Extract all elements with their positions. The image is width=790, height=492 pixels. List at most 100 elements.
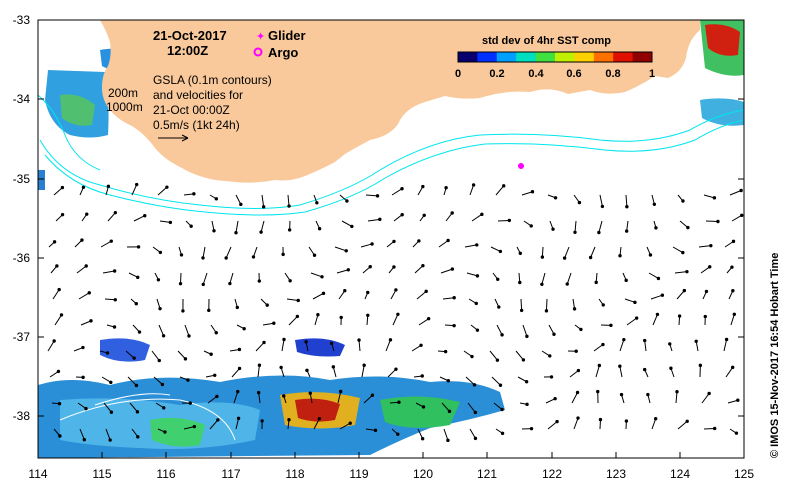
- velocity-arrow-head: [553, 396, 557, 401]
- velocity-arrow-head: [471, 183, 476, 187]
- velocity-arrow: [515, 350, 524, 361]
- velocity-arrow-head: [739, 188, 743, 193]
- velocity-arrow-head: [598, 417, 603, 422]
- velocity-arrow-head: [57, 402, 62, 406]
- velocity-arrow: [257, 365, 260, 378]
- velocity-arrow: [202, 272, 208, 285]
- colorbar-segment: [574, 52, 595, 62]
- velocity-arrow-head: [549, 375, 554, 379]
- colorbar-ticks: 0 0.2 0.4 0.6 0.8 1: [455, 68, 655, 80]
- velocity-arrow-head: [507, 218, 512, 223]
- velocity-arrow-head: [622, 337, 626, 342]
- velocity-arrow-head: [57, 287, 61, 292]
- velocity-arrow: [414, 265, 424, 274]
- velocity-arrow-head: [52, 339, 56, 343]
- colorbar-tick: 0.4: [528, 68, 544, 80]
- velocity-arrow-head: [450, 267, 455, 271]
- velocity-arrow-head: [136, 435, 140, 439]
- velocity-arrow: [385, 339, 391, 352]
- velocity-arrow-head: [85, 212, 89, 216]
- x-tick: 121: [477, 467, 497, 481]
- velocity-arrow: [258, 392, 261, 404]
- velocity-arrow-head: [316, 313, 320, 317]
- velocity-arrow: [626, 317, 637, 326]
- velocity-arrow-head: [400, 187, 404, 191]
- gsla-line-4: 0.5m/s (1kt 24h): [153, 118, 240, 132]
- x-tick: 114: [28, 467, 47, 481]
- velocity-arrow-head: [734, 431, 739, 435]
- x-tick: 119: [349, 467, 368, 481]
- velocity-arrow-head: [394, 367, 398, 371]
- velocity-arrow-head: [81, 375, 85, 380]
- velocity-arrow-head: [136, 245, 141, 249]
- velocity-arrow-head: [189, 224, 193, 228]
- colorbar-segment: [613, 52, 634, 62]
- velocity-arrow-head: [669, 366, 673, 370]
- colorbar-tick: 0.8: [605, 68, 620, 80]
- velocity-arrow: [393, 214, 403, 222]
- velocity-arrow-head: [634, 316, 639, 320]
- velocity-arrow-head: [446, 379, 451, 383]
- velocity-arrow-head: [675, 390, 679, 394]
- velocity-arrow: [387, 368, 397, 378]
- velocity-arrow-head: [420, 374, 424, 378]
- colorbar-segment: [535, 52, 556, 62]
- velocity-arrow-head: [392, 265, 396, 269]
- velocity-arrow-head: [452, 296, 456, 300]
- y-tick: -36: [13, 251, 31, 265]
- velocity-arrow-head: [730, 365, 735, 370]
- velocity-arrow: [235, 220, 239, 233]
- velocity-arrow: [495, 185, 505, 196]
- x-tick: 117: [221, 467, 240, 481]
- argo-label: Argo: [268, 45, 298, 60]
- velocity-arrow-head: [731, 239, 736, 244]
- velocity-arrow-head: [228, 281, 232, 286]
- velocity-arrow-head: [132, 356, 136, 360]
- sst-patch-w: [38, 170, 45, 190]
- gsla-line-3: 21-Oct 00:00Z: [153, 103, 230, 117]
- velocity-arrow-head: [308, 391, 312, 395]
- velocity-arrow-head: [213, 373, 217, 377]
- velocity-arrow: [184, 324, 190, 337]
- velocity-arrow-head: [426, 316, 431, 321]
- y-tick: -35: [13, 172, 31, 186]
- velocity-arrow-head: [256, 390, 261, 395]
- velocity-arrow-head: [648, 253, 653, 257]
- velocity-arrow: [183, 426, 195, 430]
- y-tick: -38: [13, 409, 31, 423]
- velocity-arrow: [411, 344, 422, 352]
- velocity-arrow-head: [370, 393, 375, 397]
- velocity-arrows: [47, 182, 744, 443]
- velocity-arrow: [131, 184, 138, 196]
- y-tick: -37: [13, 330, 31, 344]
- velocity-arrow-head: [109, 239, 113, 243]
- velocity-arrow-head: [422, 213, 426, 217]
- velocity-arrow: [253, 246, 258, 258]
- velocity-arrow-head: [209, 352, 213, 356]
- velocity-arrow-head: [366, 290, 370, 295]
- velocity-arrow-head: [136, 275, 140, 280]
- velocity-arrow-head: [450, 211, 454, 215]
- colorbar-tick: 0.2: [489, 68, 504, 80]
- velocity-arrow-head: [643, 338, 647, 343]
- velocity-arrow: [107, 212, 116, 222]
- velocity-arrow: [619, 339, 625, 352]
- velocity-arrow: [703, 427, 715, 430]
- velocity-arrow-head: [654, 226, 658, 230]
- velocity-arrow: [648, 272, 659, 279]
- velocity-arrow-head: [421, 184, 425, 189]
- velocity-arrow-head: [287, 418, 291, 422]
- velocity-arrow: [465, 376, 475, 386]
- velocity-arrow-head: [594, 280, 598, 285]
- velocity-arrow-head: [312, 253, 317, 257]
- velocity-arrow-head: [446, 238, 450, 243]
- velocity-arrow: [133, 215, 145, 222]
- velocity-arrow-head: [317, 416, 322, 421]
- velocity-arrow-head: [160, 382, 165, 387]
- velocity-arrow-head: [265, 303, 269, 307]
- velocity-arrow-head: [731, 289, 735, 293]
- velocity-arrow: [541, 272, 546, 285]
- velocity-arrow-head: [158, 306, 162, 311]
- velocity-arrow: [102, 270, 115, 274]
- velocity-arrow-head: [502, 184, 506, 188]
